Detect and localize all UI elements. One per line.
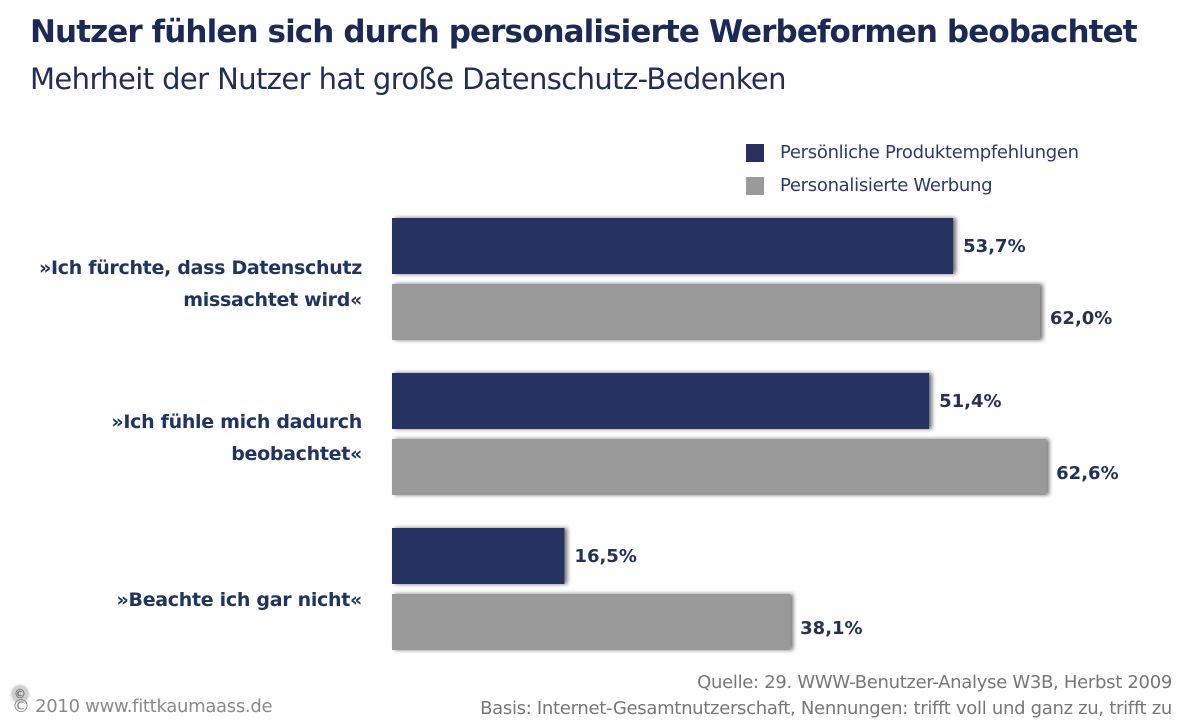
bar-series-2-cat-3 (392, 594, 791, 650)
data-label-series-1-cat-3: 16,5% (574, 546, 636, 567)
bar-series-1-cat-2 (392, 373, 930, 429)
data-label-series-2-cat-3: 38,1% (800, 618, 862, 639)
legend-swatch-series-1 (746, 143, 764, 162)
data-label-series-2-cat-2: 62,6% (1056, 463, 1118, 484)
bar-series-2-cat-1 (392, 284, 1040, 340)
basis-note: Basis: Internet-Gesamtnutzerschaft, Nenn… (480, 698, 1172, 719)
legend-label-series-2: Personalisierte Werbung (780, 175, 993, 196)
category-label-beobachtet: »Ich fühle mich dadurch beobachtet« (111, 406, 362, 470)
category-label-gar-nicht: »Beachte ich gar nicht« (116, 584, 363, 616)
copyright-icon: © (12, 686, 28, 702)
copyright-text: © 2010 www.fittkaumaass.de (12, 696, 273, 717)
bar-series-1-cat-3 (392, 528, 565, 584)
bar-series-2-cat-2 (392, 439, 1047, 495)
legend-label-series-1: Persönliche Produktempfehlungen (780, 142, 1079, 163)
legend-swatch-series-2 (746, 176, 764, 195)
chart-subtitle: Mehrheit der Nutzer hat große Datenschut… (30, 62, 787, 96)
source-note: Quelle: 29. WWW-Benutzer-Analyse W3B, He… (697, 672, 1172, 693)
category-label-line: missachtet wird« (183, 289, 362, 311)
legend-item-werbung: Personalisierte Werbung (746, 169, 1079, 202)
data-label-series-2-cat-1: 62,0% (1050, 308, 1112, 329)
category-label-datenschutz: »Ich fürchte, dass Datenschutz missachte… (39, 252, 362, 316)
category-label-line: »Ich fürchte, dass Datenschutz (38, 257, 362, 279)
legend-item-produktempfehlungen: Persönliche Produktempfehlungen (746, 136, 1079, 169)
data-label-series-1-cat-1: 53,7% (963, 236, 1025, 257)
legend: Persönliche Produktempfehlungen Personal… (746, 136, 1079, 202)
chart-title: Nutzer fühlen sich durch personalisierte… (30, 14, 1138, 50)
category-label-line: beobachtet« (231, 443, 362, 465)
bar-series-1-cat-1 (392, 218, 954, 274)
data-label-series-1-cat-2: 51,4% (939, 391, 1001, 412)
category-label-line: »Beachte ich gar nicht« (116, 589, 363, 611)
category-label-line: »Ich fühle mich dadurch (111, 411, 362, 433)
